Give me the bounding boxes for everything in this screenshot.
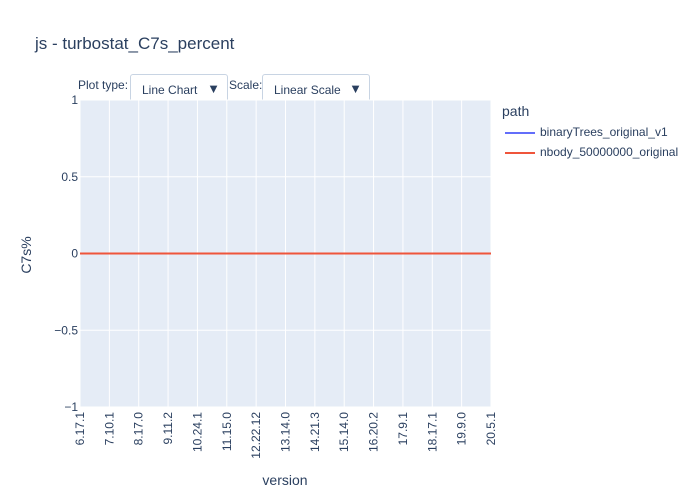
x-tick-label: 16.20.2	[367, 412, 381, 452]
legend-item[interactable]: nbody_50000000_original	[505, 145, 678, 159]
x-tick-label: 11.15.0	[220, 412, 234, 451]
chart-title: js - turbostat_C7s_percent	[35, 34, 235, 53]
y-axis-label: C7s%	[18, 236, 34, 274]
legend-title: path	[502, 103, 530, 119]
x-tick-label: 13.14.0	[279, 412, 293, 452]
y-tick-label: −1	[64, 400, 78, 414]
legend-item[interactable]: binaryTrees_original_v1	[505, 125, 668, 139]
chevron-down-icon: ▼	[349, 81, 362, 96]
y-tick-label: 1	[71, 93, 78, 107]
legend-label: nbody_50000000_original	[540, 145, 679, 159]
chevron-down-icon: ▼	[207, 81, 220, 96]
x-tick-label: 7.10.1	[102, 412, 116, 446]
x-tick-label: 18.17.1	[425, 412, 439, 452]
plot-type-label: Plot type:	[78, 78, 129, 92]
x-tick-label: 10.24.1	[190, 412, 204, 452]
x-tick-label: 14.21.3	[308, 412, 322, 452]
x-tick-label: 9.11.2	[161, 412, 175, 445]
x-tick-label: 17.9.1	[396, 412, 410, 446]
plot-type-value: Line Chart	[142, 83, 198, 97]
scale-label: Scale:	[229, 78, 263, 92]
legend-label: binaryTrees_original_v1	[540, 125, 668, 139]
scale-value: Linear Scale	[274, 83, 341, 97]
y-tick-label: 0	[71, 247, 78, 261]
legend-swatch	[505, 131, 535, 134]
x-tick-label: 8.17.0	[132, 412, 146, 446]
legend-swatch	[505, 151, 535, 154]
x-tick-label: 12.22.12	[249, 412, 263, 459]
x-tick-label: 19.9.0	[455, 412, 469, 446]
x-tick-label: 15.14.0	[337, 412, 351, 452]
y-tick-label: −0.5	[54, 323, 78, 337]
x-axis-label: version	[262, 472, 308, 488]
x-tick-label: 6.17.1	[73, 412, 87, 446]
x-tick-label: 20.5.1	[484, 412, 498, 446]
y-tick-label: 0.5	[61, 170, 78, 184]
